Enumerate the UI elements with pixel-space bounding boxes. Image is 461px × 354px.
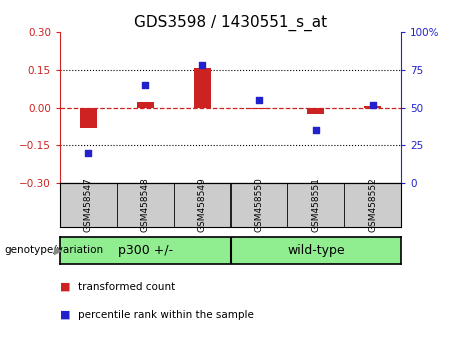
Text: ■: ■ xyxy=(60,282,71,292)
Point xyxy=(369,102,376,107)
Text: GSM458548: GSM458548 xyxy=(141,178,150,232)
Text: genotype/variation: genotype/variation xyxy=(5,245,104,256)
Title: GDS3598 / 1430551_s_at: GDS3598 / 1430551_s_at xyxy=(134,14,327,30)
Text: percentile rank within the sample: percentile rank within the sample xyxy=(78,310,254,320)
Text: GSM458552: GSM458552 xyxy=(368,178,377,232)
Point xyxy=(198,62,206,68)
Bar xyxy=(307,108,324,114)
Text: GSM458550: GSM458550 xyxy=(254,177,263,232)
Point xyxy=(142,82,149,88)
Bar xyxy=(194,68,211,108)
Text: transformed count: transformed count xyxy=(78,282,176,292)
Text: GSM458547: GSM458547 xyxy=(84,178,93,232)
Text: p300 +/-: p300 +/- xyxy=(118,244,173,257)
Bar xyxy=(364,106,381,108)
Text: ■: ■ xyxy=(60,310,71,320)
Point xyxy=(255,97,263,103)
Text: GSM458549: GSM458549 xyxy=(198,178,207,232)
Point xyxy=(312,127,319,133)
Bar xyxy=(250,108,267,109)
Text: wild-type: wild-type xyxy=(287,244,344,257)
Text: ▶: ▶ xyxy=(54,245,62,256)
Bar xyxy=(136,102,154,108)
Text: GSM458551: GSM458551 xyxy=(311,177,320,232)
Bar xyxy=(80,108,97,128)
Point xyxy=(85,150,92,156)
